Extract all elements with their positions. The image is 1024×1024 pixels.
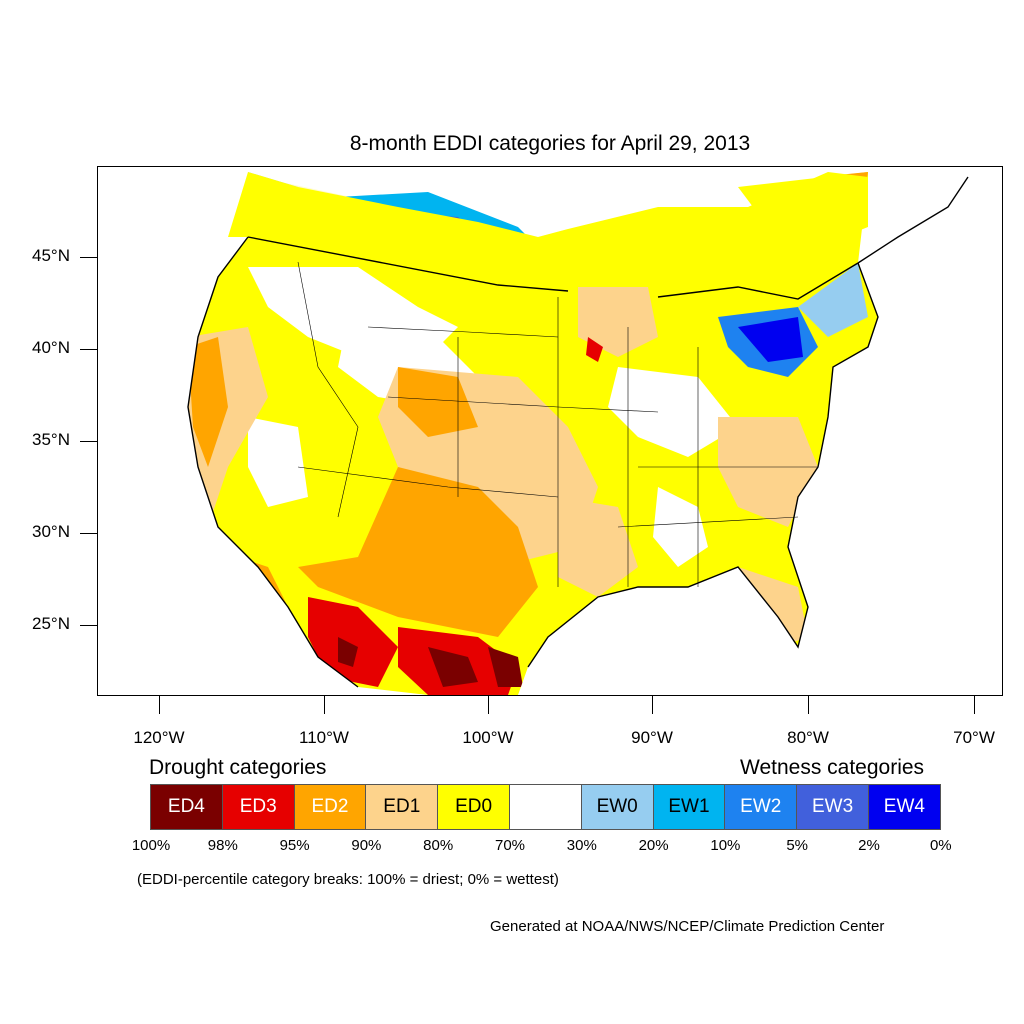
lat-tick-mark: [80, 625, 97, 626]
legend-break-label: 80%: [423, 837, 454, 854]
legend-break-label: 100%: [131, 837, 171, 854]
lat-tick-label: 35°N: [32, 430, 70, 449]
legend-cell-ew4: EW4: [867, 784, 941, 830]
legend-cell-neutral: [508, 784, 582, 830]
lat-tick-label: 40°N: [32, 338, 70, 357]
legend-cell-ew3: EW3: [796, 784, 869, 830]
lon-tick-label: 90°W: [631, 728, 673, 747]
legend-break-label: 5%: [786, 837, 809, 854]
legend-cell-ed4: ED4: [150, 784, 223, 830]
drought-categories-heading: Drought categories: [149, 756, 327, 779]
lat-tick-mark: [80, 257, 97, 258]
map-plot-area: [97, 166, 1003, 696]
map-title: 8-month EDDI categories for April 29, 20…: [349, 132, 751, 155]
legend-break-label: 0%: [929, 837, 952, 854]
legend-cell-ew0: EW0: [580, 784, 654, 830]
lon-tick-label: 80°W: [787, 728, 829, 747]
lat-tick-mark: [80, 441, 97, 442]
lat-tick-mark: [80, 533, 97, 534]
legend-cell-ew2: EW2: [724, 784, 798, 830]
state-borders: [297, 261, 818, 587]
lon-tick-mark: [488, 696, 489, 714]
lon-tick-label: 120°W: [133, 728, 185, 747]
legend-cell-ew1: EW1: [652, 784, 726, 830]
category-breaks-note: (EDDI-percentile category breaks: 100% =…: [137, 871, 559, 888]
legend-cell-ed2: ED2: [293, 784, 367, 830]
eddi-map: [187, 172, 969, 695]
lat-tick-label: 25°N: [32, 614, 70, 633]
lat-tick-label: 30°N: [32, 522, 70, 541]
legend-break-label: 70%: [494, 837, 526, 854]
legend-color-bar: ED4 ED3 ED2 ED1 ED0 EW0 EW1 EW2 EW3 EW4: [150, 784, 941, 830]
lon-tick-mark: [324, 696, 325, 714]
coastlines: [187, 176, 969, 688]
lon-tick-label: 70°W: [953, 728, 995, 747]
legend-break-label: 2%: [858, 837, 880, 854]
lon-tick-mark: [159, 696, 160, 714]
lon-tick-mark: [974, 696, 975, 714]
legend-break-label: 30%: [566, 837, 597, 854]
conus-field: [188, 172, 878, 695]
lat-tick-mark: [80, 349, 97, 350]
legend-cell-ed1: ED1: [365, 784, 439, 830]
legend-break-label: 10%: [710, 837, 741, 854]
lon-tick-label: 110°W: [299, 728, 349, 747]
legend-cell-ed3: ED3: [221, 784, 295, 830]
lon-tick-label: 100°W: [462, 728, 514, 747]
wetness-categories-heading: Wetness categories: [740, 756, 925, 779]
legend-break-label: 20%: [638, 837, 669, 854]
legend-cell-ed0: ED0: [437, 784, 510, 830]
lon-tick-mark: [652, 696, 653, 714]
legend-break-label: 95%: [279, 837, 310, 854]
lon-tick-mark: [808, 696, 809, 714]
credit-line: Generated at NOAA/NWS/NCEP/Climate Predi…: [490, 918, 885, 935]
legend-break-label: 98%: [207, 837, 238, 854]
lat-tick-label: 45°N: [32, 246, 70, 265]
legend-break-label: 90%: [351, 837, 382, 854]
